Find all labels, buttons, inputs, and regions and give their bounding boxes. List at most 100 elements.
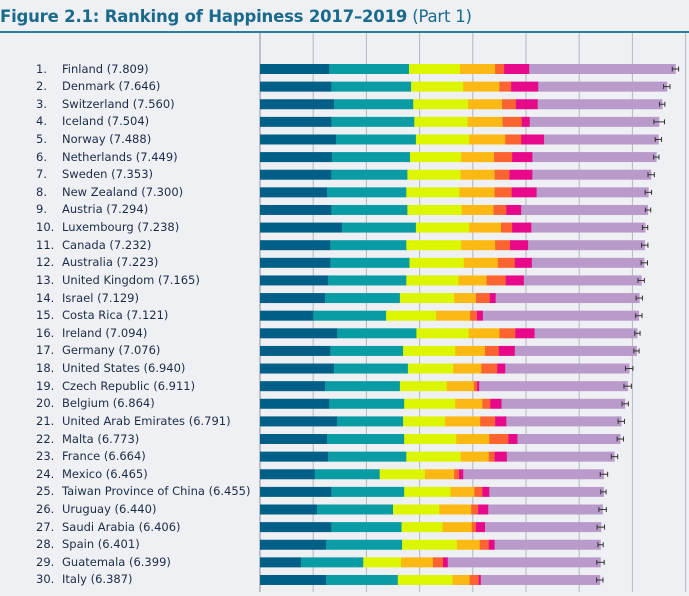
bar-segment [463, 257, 499, 268]
bar-segment [331, 116, 415, 127]
rank-label: 24. [36, 466, 55, 481]
bar-segment [260, 152, 333, 163]
country-label: Italy (6.387) [62, 572, 133, 587]
country-label: Israel (7.129) [62, 290, 139, 305]
bar-segment [260, 557, 302, 568]
bar-segment [414, 116, 468, 127]
bar-segment [514, 257, 533, 268]
bar-segment [482, 398, 491, 409]
bar-segment [508, 434, 518, 445]
country-label: Saudi Arabia (6.406) [62, 519, 181, 534]
bar-segment [409, 257, 465, 268]
bar-segment [477, 381, 480, 392]
bar-segment [521, 116, 531, 127]
bar-segment [316, 504, 394, 515]
country-label: United States (6.940) [62, 361, 186, 376]
country-label: Czech Republic (6.911) [62, 378, 196, 393]
bar-segment [397, 574, 453, 585]
bar-segment [330, 257, 410, 268]
bar-segment [324, 381, 401, 392]
country-label: Taiwan Province of China (6.455) [62, 484, 251, 499]
rank-label: 9. [36, 202, 47, 217]
bar-segment [469, 574, 479, 585]
bar-segment [406, 275, 459, 286]
rank-label: 20. [36, 396, 55, 411]
bar-segment [458, 469, 464, 480]
bar-segment [333, 363, 409, 374]
country-label: Spain (6.401) [62, 537, 140, 552]
bar-segment [260, 187, 328, 198]
bar-segment [260, 275, 329, 286]
bar-segment [399, 293, 455, 304]
bar-segment [324, 293, 401, 304]
bar-segment [260, 116, 332, 127]
bar-segment [490, 398, 502, 409]
bar-segment [404, 398, 456, 409]
rank-label: 5. [36, 131, 47, 146]
bar-segment [474, 486, 483, 497]
country-label: New Zealand (7.300) [62, 184, 184, 199]
rank-label: 14. [36, 290, 55, 305]
bar-segment [328, 275, 407, 286]
bar-segment [260, 240, 331, 251]
bar-segment [260, 64, 330, 74]
bar-segment [452, 574, 470, 585]
bar-segment [499, 328, 516, 339]
bar-segment [531, 257, 645, 268]
bar-segment [511, 81, 539, 92]
bar-segment [494, 169, 510, 180]
bar-segment [517, 434, 621, 445]
bar-segment [325, 539, 403, 550]
bar-segment [330, 240, 407, 251]
bar-segment [404, 486, 451, 497]
bar-segment [471, 522, 477, 533]
bar-segment [505, 275, 525, 286]
country-label: Finland (7.809) [62, 61, 149, 76]
rank-label: 18. [36, 361, 55, 376]
bar-segment [406, 187, 460, 198]
bar-segment [436, 310, 471, 321]
bar-segment [455, 345, 486, 356]
bar-segment [260, 434, 328, 445]
bar-segment [510, 240, 529, 251]
chart-svg [259, 33, 687, 592]
bar-segment [407, 363, 454, 374]
country-label: Malta (6.773) [62, 431, 140, 446]
country-label: Netherlands (7.449) [62, 149, 178, 164]
country-label: Costa Rica (7.121) [62, 308, 169, 323]
bar-segment [494, 539, 601, 550]
bar-segment [473, 381, 478, 392]
bar-segment [529, 116, 660, 127]
bar-segment [330, 345, 404, 356]
bar-segment [432, 557, 444, 568]
rank-label: 25. [36, 484, 55, 499]
bar-segment [331, 522, 402, 533]
bar-segment [461, 240, 496, 251]
bar-segment [329, 64, 410, 74]
bar-segment [494, 451, 508, 462]
bar-segment [450, 486, 475, 497]
rank-label: 4. [36, 114, 47, 129]
bar-segment [314, 469, 380, 480]
bar-segment [509, 169, 533, 180]
bar-segment [408, 64, 461, 74]
bar-segment [399, 381, 448, 392]
bar-segment [442, 522, 473, 533]
bar-segment [463, 469, 604, 480]
bar-segment [260, 416, 338, 427]
bar-segment [402, 539, 458, 550]
bar-segment [463, 81, 500, 92]
bar-segment [481, 363, 498, 374]
bar-segment [531, 222, 646, 233]
rank-label: 17. [36, 343, 55, 358]
bar-segment [456, 539, 481, 550]
bar-segment [260, 381, 326, 392]
bar-segment [260, 204, 332, 215]
bar-segment [459, 187, 495, 198]
bar-segment [260, 469, 316, 480]
bar-segment [401, 522, 443, 533]
bar-segment [337, 416, 404, 427]
bar-segment [495, 240, 511, 251]
bar-segment [341, 222, 417, 233]
bar-segment [497, 363, 506, 374]
